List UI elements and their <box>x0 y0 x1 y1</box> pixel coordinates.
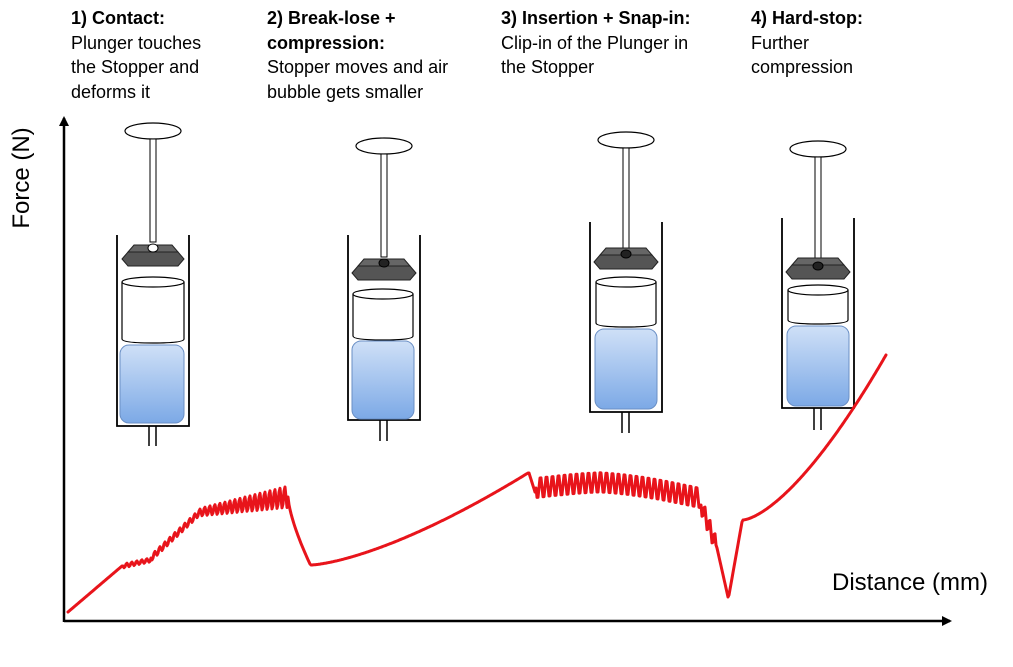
syringe-insertion <box>589 131 663 433</box>
phase-4-title: 4) Hard-stop: <box>751 8 863 28</box>
phase-2-caption: 2) Break-lose + compression: Stopper mov… <box>267 6 492 104</box>
force-distance-curve <box>66 353 888 614</box>
phase-4-caption: 4) Hard-stop: Further compression <box>751 6 921 80</box>
syringe-hard-stop <box>781 140 855 430</box>
phase-3-title: 3) Insertion + Snap-in: <box>501 8 691 28</box>
syringe-contact <box>116 122 190 446</box>
phase-4-line-2: compression <box>751 57 854 77</box>
phase-3-caption: 3) Insertion + Snap-in: Clip-in of the P… <box>501 6 741 80</box>
phase-4-line-1: Further <box>751 32 810 53</box>
phase-1-caption: 1) Contact: Plunger touches the Stopper … <box>71 6 251 104</box>
phase-2-title-line-2: compression: <box>267 32 386 53</box>
phase-1-line-3: deforms it <box>71 81 151 102</box>
phase-1-line-2: the Stopper and <box>71 57 200 77</box>
phase-2-title-line-1: 2) Break-lose + <box>267 8 396 28</box>
phase-1-line-1: Plunger touches <box>71 32 202 53</box>
phase-2-line-1: Stopper moves and air <box>267 57 449 77</box>
x-axis-label: Distance (mm) <box>832 569 989 596</box>
phase-3-line-2: the Stopper <box>501 57 595 77</box>
phase-2-line-2: bubble gets smaller <box>267 81 424 102</box>
phase-1-title: 1) Contact: <box>71 8 165 28</box>
phase-3-line-1: Clip-in of the Plunger in <box>501 32 689 53</box>
syringe-break-lose <box>347 137 421 441</box>
y-axis-label: Force (N) <box>8 127 35 229</box>
